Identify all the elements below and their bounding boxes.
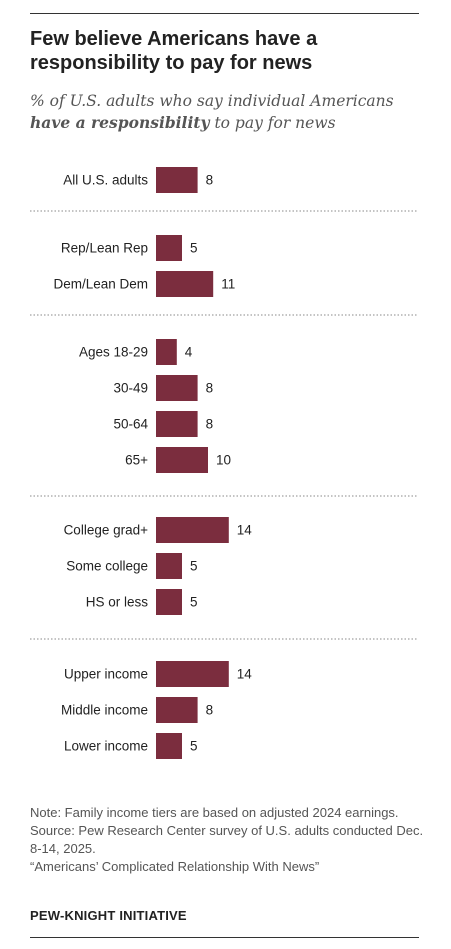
notes: Note: Family income tiers are based on a… [30, 804, 430, 876]
value-label: 11 [221, 277, 235, 292]
category-label: 30-49 [113, 381, 148, 396]
source-text: Source: Pew Research Center survey of U.… [30, 823, 424, 856]
bar [156, 517, 229, 543]
bottom-rule [30, 937, 419, 938]
bar-chart: All U.S. adults 8 Rep/Lean Rep 5 Dem/Lean De… [30, 167, 418, 759]
category-label: All U.S. adults [63, 173, 148, 188]
top-rule [30, 13, 419, 14]
value-label: 5 [190, 739, 198, 754]
category-label: Middle income [61, 703, 148, 718]
value-label: 8 [206, 173, 214, 188]
category-label: Rep/Lean Rep [61, 241, 148, 256]
value-label: 5 [190, 241, 198, 256]
bar [156, 697, 198, 723]
value-label: 8 [206, 703, 214, 718]
value-label: 8 [206, 417, 214, 432]
subtitle-bold: have a responsibility [30, 113, 210, 132]
category-label: Upper income [64, 667, 148, 682]
bar [156, 235, 182, 261]
bar [156, 553, 182, 579]
subtitle-post: to pay for news [214, 114, 336, 132]
note-text: Note: Family income tiers are based on a… [30, 805, 399, 820]
value-label: 10 [216, 453, 231, 468]
value-label: 14 [237, 523, 253, 538]
value-label: 5 [190, 595, 198, 610]
value-label: 5 [190, 559, 198, 574]
value-label: 8 [206, 381, 214, 396]
chart-subtitle: % of U.S. adults who say individual Amer… [30, 90, 430, 134]
category-label: 65+ [125, 453, 148, 468]
report-text: “Americans’ Complicated Relationship Wit… [30, 859, 320, 874]
category-label: Lower income [64, 739, 148, 754]
subtitle-pre: % of U.S. adults who say individual Amer… [30, 92, 394, 110]
bar [156, 661, 229, 687]
value-label: 4 [185, 345, 193, 360]
category-label: Dem/Lean Dem [53, 277, 148, 292]
bar [156, 589, 182, 615]
bar [156, 271, 214, 297]
bar [156, 339, 177, 365]
bar [156, 733, 182, 759]
bar [156, 411, 198, 437]
bar [156, 167, 198, 193]
category-label: Some college [66, 559, 148, 574]
category-label: Ages 18-29 [79, 345, 148, 360]
category-label: 50-64 [113, 417, 148, 432]
chart-title: Few believe Americans have a responsibil… [30, 28, 318, 74]
value-label: 14 [237, 667, 253, 682]
category-label: HS or less [86, 595, 149, 610]
bar [156, 375, 198, 401]
category-label: College grad+ [64, 523, 149, 538]
bar [156, 447, 208, 473]
footer-initiative: PEW-KNIGHT INITIATIVE [30, 908, 187, 923]
